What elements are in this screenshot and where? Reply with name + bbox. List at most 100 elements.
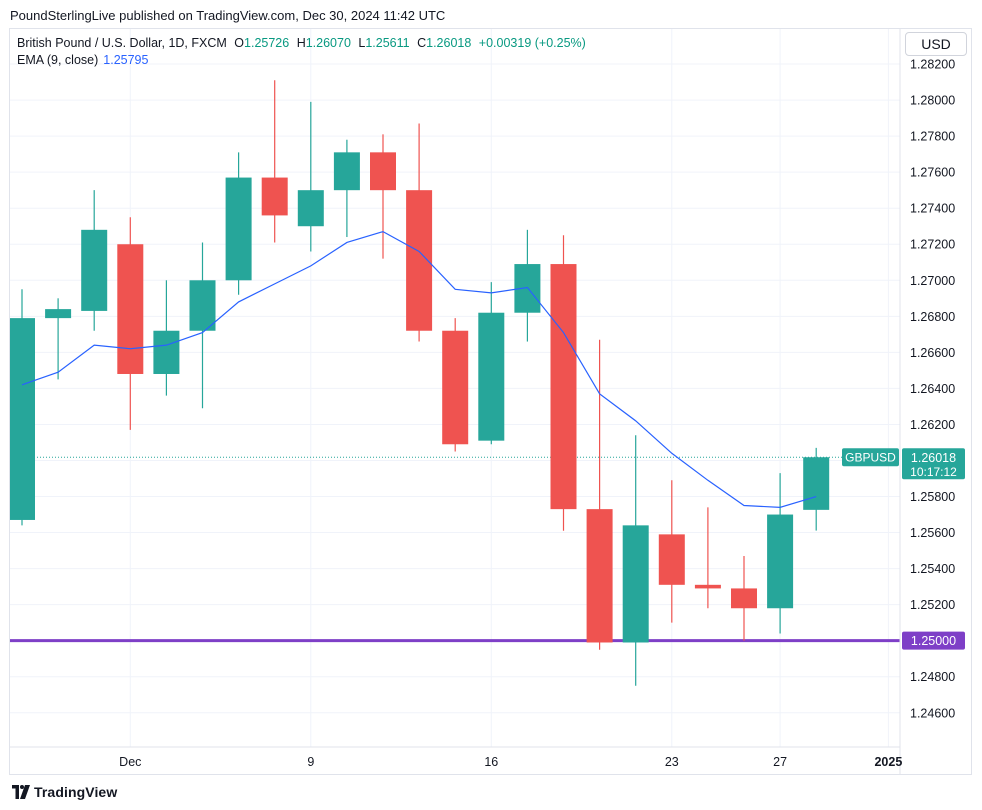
chart-legend: British Pound / U.S. Dollar, 1D, FXCM O1… (17, 35, 586, 69)
y-tick-label: 1.25600 (910, 526, 955, 540)
publisher-line: PoundSterlingLive published on TradingVi… (10, 8, 446, 23)
open-value: 1.25726 (244, 36, 290, 50)
symbol-title[interactable]: British Pound / U.S. Dollar, 1D, FXCM (17, 36, 227, 50)
ema-row: EMA (9, close) 1.25795 (17, 52, 586, 69)
candle-body (478, 312, 505, 441)
candle-body (550, 264, 577, 510)
candle-bullish (514, 229, 541, 342)
candle-bullish (153, 280, 180, 396)
candle-body (10, 318, 35, 520)
x-tick-label: 27 (773, 755, 787, 769)
tradingview-logo-icon (12, 785, 30, 799)
candle-bullish (45, 298, 72, 380)
currency-button[interactable]: USD (905, 32, 967, 56)
candle-body (45, 309, 72, 319)
candle-body (658, 534, 685, 585)
high-label: H (296, 36, 306, 50)
y-tick-label: 1.25800 (910, 490, 955, 504)
candle-bearish (694, 507, 721, 609)
y-tick-label: 1.27800 (910, 130, 955, 144)
candle-body (370, 152, 396, 191)
footer: TradingView (12, 784, 117, 800)
candle-bullish (10, 289, 35, 526)
candle-body (297, 190, 324, 227)
level-tag-value: 1.25000 (911, 634, 956, 648)
candle-bearish (261, 80, 288, 243)
open-label: O (234, 36, 245, 50)
candle-body (153, 330, 180, 374)
candle-body (261, 177, 288, 216)
x-tick-label: 2025 (874, 755, 902, 769)
candle-bullish (803, 447, 830, 531)
symbol-tag-label: GBPUSD (845, 451, 896, 465)
last-price-tag-value: 1.26018 (911, 451, 956, 465)
y-tick-label: 1.27400 (910, 202, 955, 216)
candle-bearish (731, 555, 757, 641)
candle-bearish (117, 217, 144, 430)
candle-body (803, 457, 830, 510)
candle-bearish (586, 339, 613, 650)
x-tick-label: 9 (307, 755, 314, 769)
close-value: 1.26018 (426, 36, 472, 50)
symbol-tag-box (842, 448, 899, 467)
candle-body (81, 229, 108, 311)
candle-bullish (189, 242, 216, 409)
high-value: 1.26070 (305, 36, 351, 50)
price-axis: 1.24600 1.24800 1.25000 1.25200 1.25400 1.256… (910, 58, 955, 721)
candle-body (767, 514, 794, 609)
candle-body (586, 509, 613, 643)
x-tick-label: 16 (484, 755, 498, 769)
candle-bearish (550, 235, 577, 531)
candles (10, 80, 830, 686)
candle-bearish (406, 123, 433, 342)
candle-body (731, 588, 757, 609)
y-tick-label: 1.26800 (910, 310, 955, 324)
candle-body (442, 330, 469, 445)
y-tick-label: 1.27200 (910, 238, 955, 252)
candle-bearish (658, 480, 685, 623)
y-tick-label: 1.28200 (910, 58, 955, 72)
y-tick-label: 1.28000 (910, 94, 955, 108)
chart-frame (9, 28, 972, 775)
change-value: +0.00319 (+0.25%) (478, 36, 586, 50)
close-label: C (417, 36, 427, 50)
y-tick-label: 1.27600 (910, 166, 955, 180)
x-tick-label: Dec (119, 755, 141, 769)
candle-body (694, 584, 721, 589)
low-label: L (358, 36, 366, 50)
y-tick-label: 1.24800 (910, 670, 955, 684)
candle-bullish (297, 101, 324, 252)
candle-bullish (767, 473, 794, 634)
y-tick-label: 1.27000 (910, 274, 955, 288)
ohlc-row: British Pound / U.S. Dollar, 1D, FXCM O1… (17, 35, 586, 52)
countdown-tag-value: 10:17:12 (910, 465, 957, 479)
tradingview-brand[interactable]: TradingView (34, 784, 118, 800)
x-tick-label: 23 (665, 755, 679, 769)
y-tick-label: 1.25200 (910, 598, 955, 612)
y-tick-label: 1.24600 (910, 706, 955, 720)
candle-bullish (333, 139, 360, 238)
candle-body (622, 525, 649, 643)
last-price-tag-box (902, 448, 965, 480)
level-tag-box (902, 631, 965, 650)
candle-bullish (478, 282, 505, 445)
candle-bullish (81, 190, 108, 331)
ema-line (21, 230, 817, 508)
candle-bearish (442, 318, 469, 452)
candle-body (189, 280, 216, 331)
time-axis: Dec 9 16 23 27 2025 (119, 755, 902, 769)
ema-label[interactable]: EMA (9, close) (17, 53, 99, 67)
low-value: 1.25611 (365, 36, 410, 50)
candle-bearish (370, 134, 396, 259)
candle-body (333, 152, 360, 191)
ema-polyline (21, 230, 817, 508)
y-tick-label: 1.26200 (910, 418, 955, 432)
candle-bullish (622, 435, 649, 686)
y-tick-label: 1.25400 (910, 562, 955, 576)
candle-bullish (225, 152, 252, 295)
y-tick-label: 1.26600 (910, 346, 955, 360)
y-tick-label: 1.26400 (910, 382, 955, 396)
candle-body (117, 244, 144, 374)
